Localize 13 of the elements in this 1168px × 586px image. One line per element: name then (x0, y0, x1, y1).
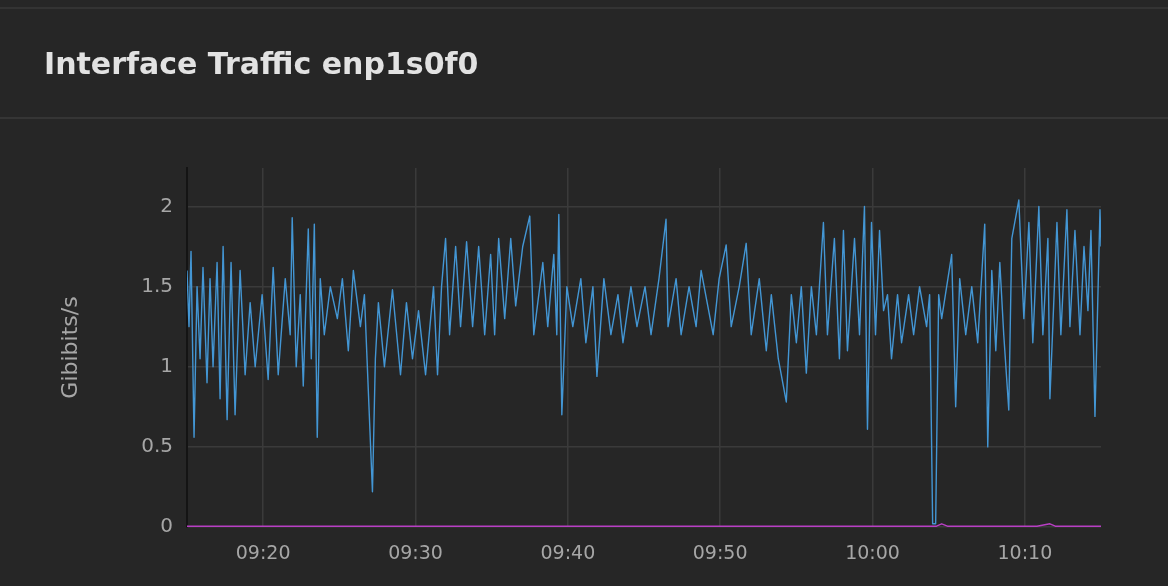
y-tick-label: 2 (160, 192, 173, 217)
x-tick-label: 09:50 (692, 541, 748, 564)
y-axis-title: Gibibits/s (56, 296, 82, 399)
x-tick-label: 09:40 (540, 541, 596, 564)
y-tick-label: 1 (160, 352, 173, 377)
y-tick-label: 1.5 (141, 272, 173, 297)
x-tick-label: 09:30 (388, 541, 443, 564)
x-tick-label: 09:20 (235, 541, 291, 564)
chart-title: Interface Traffic enp1s0f0 (44, 46, 479, 81)
x-tick-label: 10:00 (845, 541, 900, 564)
y-tick-label: 0.5 (141, 433, 173, 458)
y-tick-label: 0 (160, 513, 173, 538)
x-tick-label: 10:10 (997, 541, 1053, 564)
